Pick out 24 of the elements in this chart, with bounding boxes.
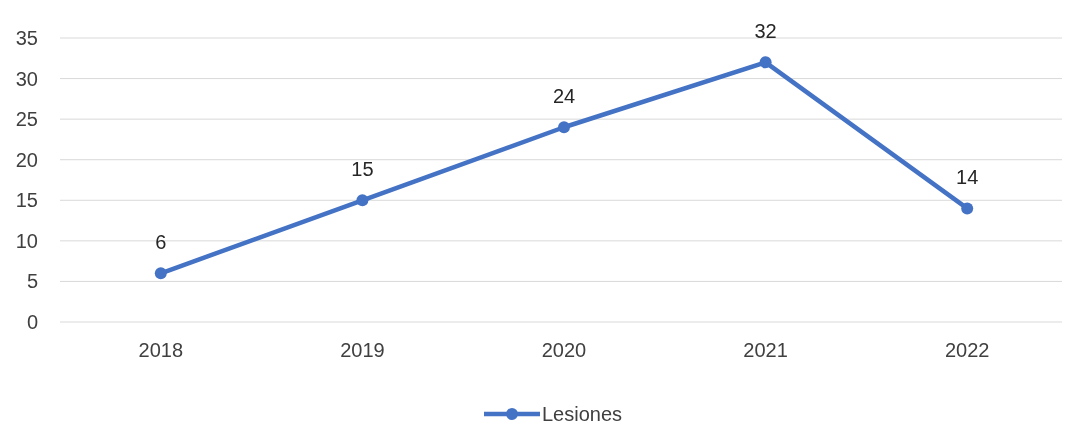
- y-tick-label: 35: [15, 27, 38, 49]
- y-tick-label: 20: [15, 148, 38, 171]
- point: [759, 56, 772, 69]
- point: [558, 121, 570, 134]
- data-label: 14: [956, 166, 979, 189]
- y-tick-label: 25: [15, 108, 38, 131]
- x-tick-label: 2021: [743, 339, 788, 361]
- y-tick-label: 0: [26, 311, 38, 333]
- data-label: 24: [552, 85, 576, 108]
- legend-label: Lesiones: [542, 403, 623, 425]
- data-label: 32: [754, 20, 777, 43]
- y-tick-label: 10: [15, 229, 38, 252]
- x-tick-label: 2022: [944, 339, 990, 361]
- data-label: 6: [155, 231, 167, 254]
- x-tick-label: 2020: [541, 339, 587, 361]
- x-tick-label: 2018: [138, 339, 184, 361]
- point: [961, 202, 974, 215]
- point: [154, 267, 167, 280]
- x-tick-label: 2019: [340, 339, 385, 361]
- y-tick-label: 30: [15, 67, 38, 90]
- point: [356, 194, 369, 207]
- y-tick-label: 15: [15, 189, 38, 212]
- data-label: 15: [351, 158, 374, 181]
- y-tick-label: 5: [26, 270, 38, 293]
